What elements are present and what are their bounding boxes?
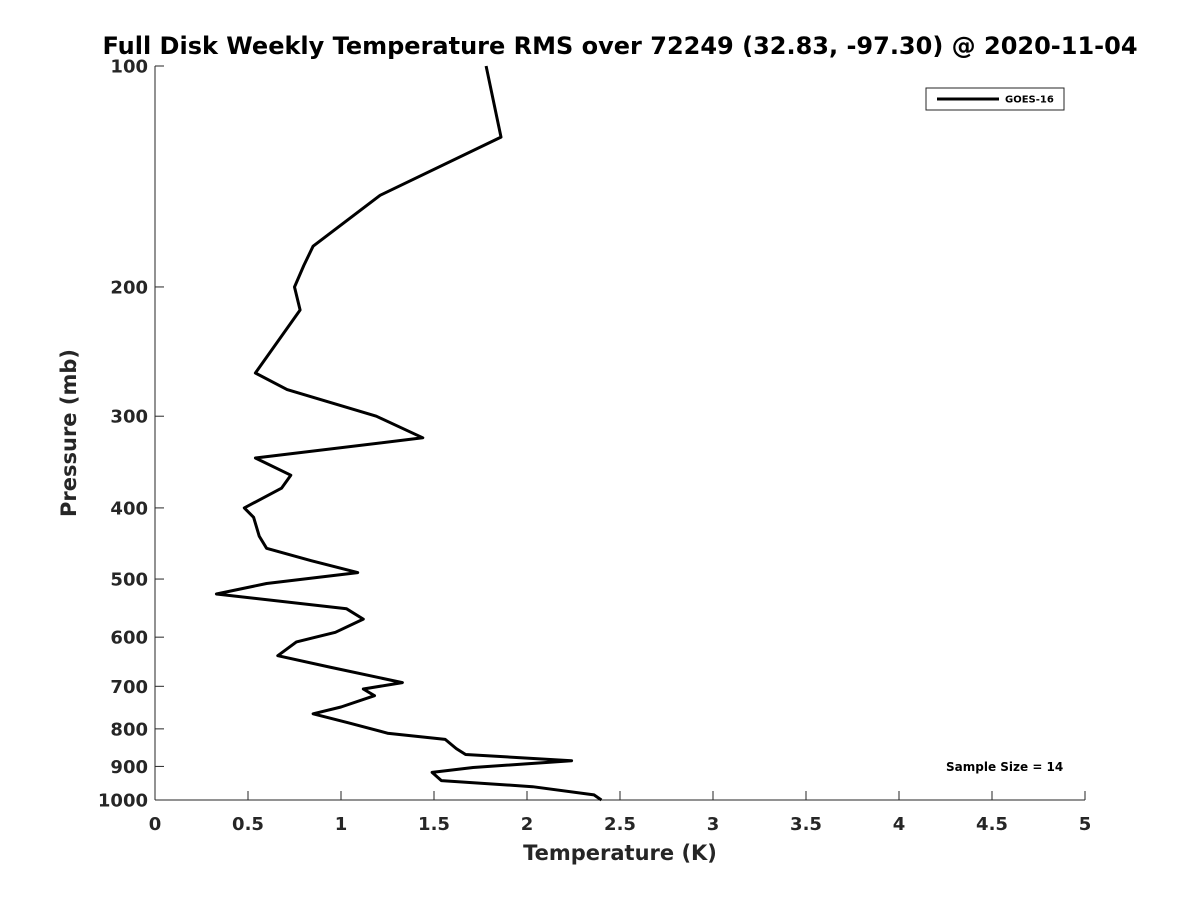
x-tick-label: 4.5 (976, 814, 1008, 835)
y-tick-label: 300 (110, 407, 148, 428)
legend-label-goes-16: GOES-16 (1005, 95, 1054, 106)
x-tick-label: 4 (893, 814, 906, 835)
x-ticks: 0 0.5 1 1.5 2 2.5 3 3.5 4 4.5 5 (149, 791, 1092, 835)
y-ticks: 100 200 300 400 500 600 700 800 900 1000 (98, 57, 164, 812)
x-tick-label: 0.5 (232, 814, 264, 835)
series-line-goes-16 (214, 65, 603, 802)
y-tick-label: 400 (110, 498, 148, 519)
x-axis-label: Temperature (K) (523, 841, 717, 865)
y-tick-label: 900 (110, 757, 148, 778)
x-tick-label: 1.5 (418, 814, 450, 835)
sample-size-annotation: Sample Size = 14 (946, 760, 1063, 774)
series-group (214, 65, 603, 802)
y-tick-label: 800 (110, 719, 148, 740)
x-tick-label: 2.5 (604, 814, 636, 835)
x-tick-label: 3 (707, 814, 720, 835)
y-tick-label: 1000 (98, 791, 148, 812)
x-tick-label: 3.5 (790, 814, 822, 835)
legend: GOES-16 (925, 87, 1065, 111)
x-tick-label: 1 (335, 814, 348, 835)
y-tick-label: 700 (110, 677, 148, 698)
y-tick-label: 200 (110, 277, 148, 298)
x-tick-label: 2 (521, 814, 534, 835)
chart-title: Full Disk Weekly Temperature RMS over 72… (102, 32, 1137, 60)
y-tick-label: 100 (110, 57, 148, 78)
y-tick-label: 600 (110, 628, 148, 649)
y-axis-label: Pressure (mb) (57, 349, 81, 517)
y-tick-label: 500 (110, 570, 148, 591)
x-tick-label: 0 (149, 814, 162, 835)
x-tick-label: 5 (1079, 814, 1092, 835)
